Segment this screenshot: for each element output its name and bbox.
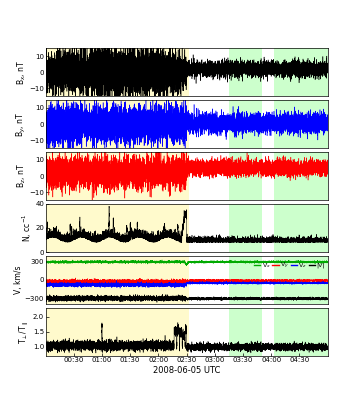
Bar bbox=[229, 204, 262, 252]
Bar bbox=[46, 308, 189, 356]
Y-axis label: T$_\perp$/T$_\parallel$: T$_\perp$/T$_\parallel$ bbox=[18, 320, 31, 344]
X-axis label: 2008-06-05 UTC: 2008-06-05 UTC bbox=[153, 366, 220, 375]
Bar bbox=[274, 256, 328, 304]
Bar bbox=[274, 152, 328, 200]
Bar bbox=[274, 204, 328, 252]
Y-axis label: N, cc$^{-1}$: N, cc$^{-1}$ bbox=[20, 214, 34, 242]
Bar bbox=[46, 48, 189, 96]
Bar bbox=[229, 308, 262, 356]
Legend: V$_x$, V$_y$, V$_z$, |V|: V$_x$, V$_y$, V$_z$, |V| bbox=[252, 258, 327, 273]
Bar bbox=[274, 48, 328, 96]
Bar bbox=[229, 100, 262, 148]
Bar bbox=[274, 308, 328, 356]
Y-axis label: B$_z$, nT: B$_z$, nT bbox=[15, 164, 28, 188]
Bar bbox=[46, 100, 189, 148]
Bar bbox=[274, 100, 328, 148]
Bar bbox=[46, 256, 189, 304]
Bar bbox=[229, 48, 262, 96]
Y-axis label: V, km/s: V, km/s bbox=[14, 266, 23, 294]
Bar bbox=[229, 256, 262, 304]
Bar bbox=[46, 152, 189, 200]
Y-axis label: B$_x$, nT: B$_x$, nT bbox=[15, 60, 28, 85]
Y-axis label: B$_y$, nT: B$_y$, nT bbox=[15, 112, 28, 136]
Bar bbox=[46, 204, 189, 252]
Bar bbox=[229, 152, 262, 200]
